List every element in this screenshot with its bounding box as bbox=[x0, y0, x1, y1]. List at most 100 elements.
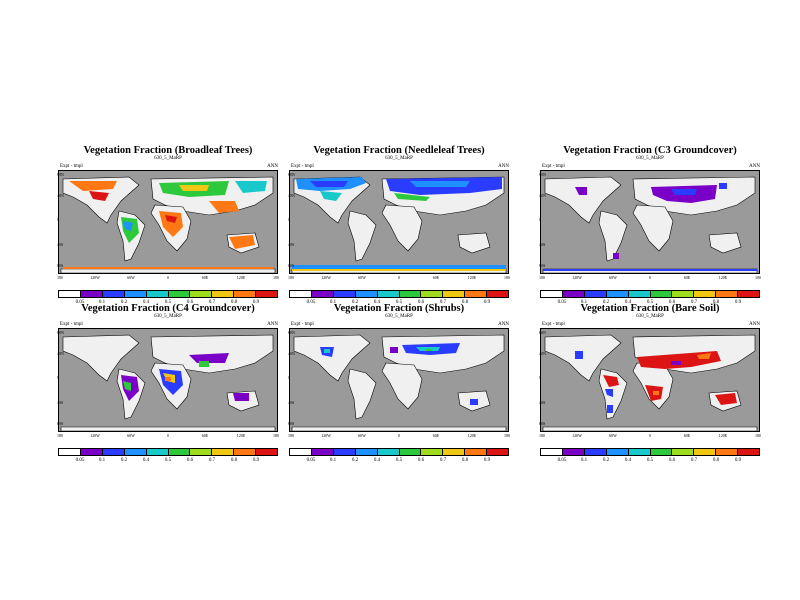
colorbar-swatch bbox=[190, 291, 213, 297]
colorbar-swatch bbox=[311, 291, 334, 297]
colorbar-swatch bbox=[256, 291, 278, 297]
colorbar-swatch bbox=[738, 291, 760, 297]
season-label: ANN bbox=[267, 164, 278, 169]
lon-label: 0 bbox=[649, 275, 651, 280]
colorbar-label: 0.1 bbox=[329, 458, 337, 463]
lon-label: 180 bbox=[755, 433, 761, 438]
lon-axis: 180 120W 60W 0 60E 120E 180 bbox=[57, 275, 279, 283]
colorbar-label: 0.2 bbox=[602, 300, 610, 305]
colorbar-swatch bbox=[738, 449, 760, 455]
colorbar-label: 0.6 bbox=[186, 458, 194, 463]
lat-label: 0 bbox=[57, 217, 59, 222]
colorbar-swatch bbox=[465, 291, 488, 297]
lat-label: 60N bbox=[539, 330, 546, 335]
map-c4-groundcover bbox=[58, 328, 278, 432]
colorbar-swatch bbox=[421, 291, 444, 297]
colorbar bbox=[289, 448, 509, 456]
lat-label: 60S bbox=[539, 421, 546, 426]
colorbar-swatch bbox=[541, 449, 563, 455]
colorbar-label: 0.05 bbox=[75, 458, 85, 463]
lat-label: 60N bbox=[539, 172, 546, 177]
colorbar bbox=[540, 290, 760, 298]
panel-subtitle: 630_5_MaRP bbox=[636, 314, 664, 319]
season-label: ANN bbox=[267, 322, 278, 327]
lon-axis: 180 120W 60W 0 60E 120E 180 bbox=[288, 433, 510, 441]
lon-label: 60E bbox=[432, 433, 440, 438]
colorbar-swatch bbox=[124, 449, 147, 455]
colorbar-swatch bbox=[465, 449, 488, 455]
panel-title: Vegetation Fraction (Needleleaf Trees) bbox=[313, 145, 485, 156]
colorbar-label: 0.8 bbox=[712, 300, 720, 305]
lon-label: 60W bbox=[358, 433, 366, 438]
lon-label: 180 bbox=[273, 433, 279, 438]
lon-label: 60E bbox=[201, 275, 209, 280]
colorbar-label: 0.5 bbox=[395, 300, 403, 305]
colorbar-label: 0.2 bbox=[602, 458, 610, 463]
lat-label: 60S bbox=[57, 263, 64, 268]
colorbar-label: 0.4 bbox=[373, 458, 381, 463]
colorbar-label: 0.8 bbox=[461, 458, 469, 463]
lon-label: 0 bbox=[649, 433, 651, 438]
colorbar-label: 0.8 bbox=[712, 458, 720, 463]
colorbar-label: 0.2 bbox=[351, 458, 359, 463]
colorbar-label: 0.05 bbox=[306, 458, 316, 463]
colorbar-swatch bbox=[694, 449, 717, 455]
colorbar-swatch bbox=[146, 291, 169, 297]
map-broadleaf-trees bbox=[58, 170, 278, 274]
land bbox=[542, 334, 758, 431]
colorbar-swatch bbox=[168, 449, 191, 455]
colorbar-swatch bbox=[234, 291, 257, 297]
map-shrubs bbox=[289, 328, 509, 432]
lon-label: 120W bbox=[572, 433, 582, 438]
colorbar-label: 0.05 bbox=[557, 458, 567, 463]
colorbar-label: 0.5 bbox=[395, 458, 403, 463]
colorbar-swatch bbox=[694, 291, 717, 297]
colorbar-swatch bbox=[290, 449, 312, 455]
colorbar-swatch bbox=[672, 449, 695, 455]
colorbar-swatch bbox=[355, 291, 378, 297]
lon-axis: 180 120W 60W 0 60E 120E 180 bbox=[288, 275, 510, 283]
colorbar-label: 0.7 bbox=[208, 458, 216, 463]
colorbar-swatch bbox=[606, 291, 629, 297]
colorbar-label: 0.9 bbox=[252, 300, 260, 305]
lat-label: 60N bbox=[57, 172, 64, 177]
lon-label: 180 bbox=[288, 433, 294, 438]
lon-label: 180 bbox=[504, 433, 510, 438]
colorbar-swatch bbox=[80, 449, 103, 455]
colorbar-swatch bbox=[399, 449, 422, 455]
colorbar-label: 0.4 bbox=[142, 458, 150, 463]
lon-label: 60E bbox=[201, 433, 209, 438]
panel-title: Vegetation Fraction (Shrubs) bbox=[333, 303, 465, 314]
colorbar-labels: 0.05 0.1 0.2 0.4 0.5 0.6 0.7 0.8 0.9 bbox=[289, 458, 509, 466]
lon-label: 60W bbox=[609, 275, 617, 280]
colorbar-swatch bbox=[541, 291, 563, 297]
lat-label: 60N bbox=[288, 172, 295, 177]
colorbar-label: 0.1 bbox=[98, 300, 106, 305]
colorbar-label: 0.4 bbox=[624, 458, 632, 463]
lat-label: 40N bbox=[288, 351, 295, 356]
expt-label: Expt - tmpl bbox=[60, 164, 83, 169]
colorbar-swatch bbox=[59, 449, 81, 455]
lon-label: 0 bbox=[167, 433, 169, 438]
colorbar-swatch bbox=[168, 291, 191, 297]
lon-label: 120W bbox=[90, 275, 100, 280]
lon-label: 60W bbox=[127, 275, 135, 280]
lat-label: 60S bbox=[288, 421, 295, 426]
colorbar-label: 0.8 bbox=[230, 300, 238, 305]
lon-label: 180 bbox=[57, 275, 63, 280]
colorbar-label: 0.2 bbox=[120, 458, 128, 463]
expt-label: Expt - tmpl bbox=[542, 322, 565, 327]
panel-subtitle: 630_5_MaRP bbox=[636, 156, 664, 161]
panel-subtitle: 630_5_MaRP bbox=[154, 314, 182, 319]
colorbar-swatch bbox=[333, 449, 356, 455]
season-label: ANN bbox=[498, 322, 509, 327]
colorbar-label: 0.8 bbox=[461, 300, 469, 305]
colorbar-label: 0.05 bbox=[306, 300, 316, 305]
lon-label: 120E bbox=[718, 275, 728, 280]
colorbar-label: 0.5 bbox=[646, 300, 654, 305]
lat-label: 0 bbox=[288, 217, 290, 222]
panel-title: Vegetation Fraction (Broadleaf Trees) bbox=[83, 145, 253, 156]
colorbar-label: 0.4 bbox=[142, 300, 150, 305]
vegetation-fill bbox=[320, 343, 478, 405]
colorbar-swatch bbox=[190, 449, 213, 455]
